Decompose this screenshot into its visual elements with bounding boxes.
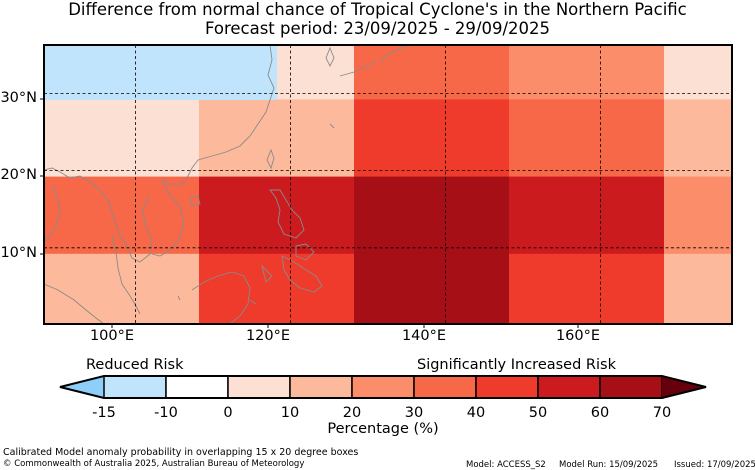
colorbar-bin	[599, 375, 663, 399]
grid-cell	[664, 176, 732, 255]
colorbar-tick-label: 60	[590, 405, 610, 421]
colorbar-tick-label: 30	[404, 405, 424, 421]
footer-issued: Issued: 17/09/2025	[674, 460, 755, 470]
colorbar-tick-label: 50	[528, 405, 548, 421]
grid-cell	[664, 253, 732, 324]
grid-cell	[664, 331, 755, 409]
colorbar-high-arrow	[662, 376, 706, 398]
colorbar-bin	[103, 375, 167, 399]
colorbar-tick-label: -10	[154, 405, 178, 421]
colorbar-low-arrow	[60, 376, 104, 398]
forecast-period: Forecast period: 23/09/2025 - 29/09/2025	[204, 19, 551, 38]
grid-cell	[44, 99, 200, 178]
footer-copyright: © Commonwealth of Australia 2025, Austra…	[3, 459, 305, 469]
colorbar-tick-label: 10	[280, 405, 300, 421]
grid-cell	[44, 253, 200, 324]
grid-cell	[354, 99, 510, 178]
map-frame	[43, 44, 733, 325]
grid-cell	[509, 99, 665, 178]
colorbar-bin	[165, 375, 229, 399]
colorbar-bin	[227, 375, 291, 399]
colorbar-bin	[537, 375, 601, 399]
colorbar-bin	[289, 375, 353, 399]
colorbar	[59, 375, 707, 399]
grid-cell	[664, 99, 732, 178]
grid-cell	[354, 176, 510, 255]
colorbar-bin	[413, 375, 477, 399]
grid-cell	[354, 253, 510, 324]
lon-tick-marks	[111, 324, 579, 328]
footer-model-run: Model Run: 15/09/2025	[559, 460, 659, 470]
colorbar-tick-label: 70	[652, 405, 672, 421]
colorbar-tick-label: 40	[466, 405, 486, 421]
lat-tick-label: 10°N	[0, 245, 37, 261]
colorbar-tick-label: 0	[223, 405, 233, 421]
lon-tick-label: 160°E	[555, 328, 601, 344]
colorbar-bin	[351, 375, 415, 399]
chart-title: Difference from normal chance of Tropica…	[68, 0, 687, 19]
lon-tick-label: 120°E	[245, 328, 291, 344]
grid-cell	[509, 253, 665, 324]
grid-cell	[199, 176, 355, 255]
lat-tick-marks	[40, 98, 44, 255]
grid-cell	[199, 99, 355, 178]
grid-cell	[44, 176, 200, 255]
lon-tick-label: 100°E	[89, 328, 135, 344]
grid-cell	[354, 45, 510, 100]
colorbar-tick-label: 20	[342, 405, 362, 421]
colorbar-outline	[59, 375, 707, 399]
grid-cell	[44, 45, 122, 100]
footer-model: Model: ACCESS_S2	[466, 460, 546, 470]
coastlines	[44, 45, 407, 324]
footer-description: Calibrated Model anomaly probability in …	[3, 447, 359, 458]
grid-cell	[199, 253, 355, 324]
lat-tick-label: 30°N	[0, 90, 37, 106]
colorbar-label: Percentage (%)	[327, 421, 439, 437]
colorbar-bin	[475, 375, 539, 399]
grid-cell	[664, 45, 732, 100]
reduced-risk-label: Reduced Risk	[86, 357, 184, 373]
probability-grid	[44, 45, 755, 409]
colorbar-tick-label: -15	[92, 405, 116, 421]
map-gridlines	[44, 45, 732, 324]
lat-tick-label: 20°N	[0, 167, 37, 183]
grid-cell	[509, 176, 665, 255]
grid-cell	[121, 45, 277, 100]
grid-cell	[509, 45, 665, 100]
increased-risk-label: Significantly Increased Risk	[417, 357, 616, 373]
lon-tick-label: 140°E	[401, 328, 447, 344]
